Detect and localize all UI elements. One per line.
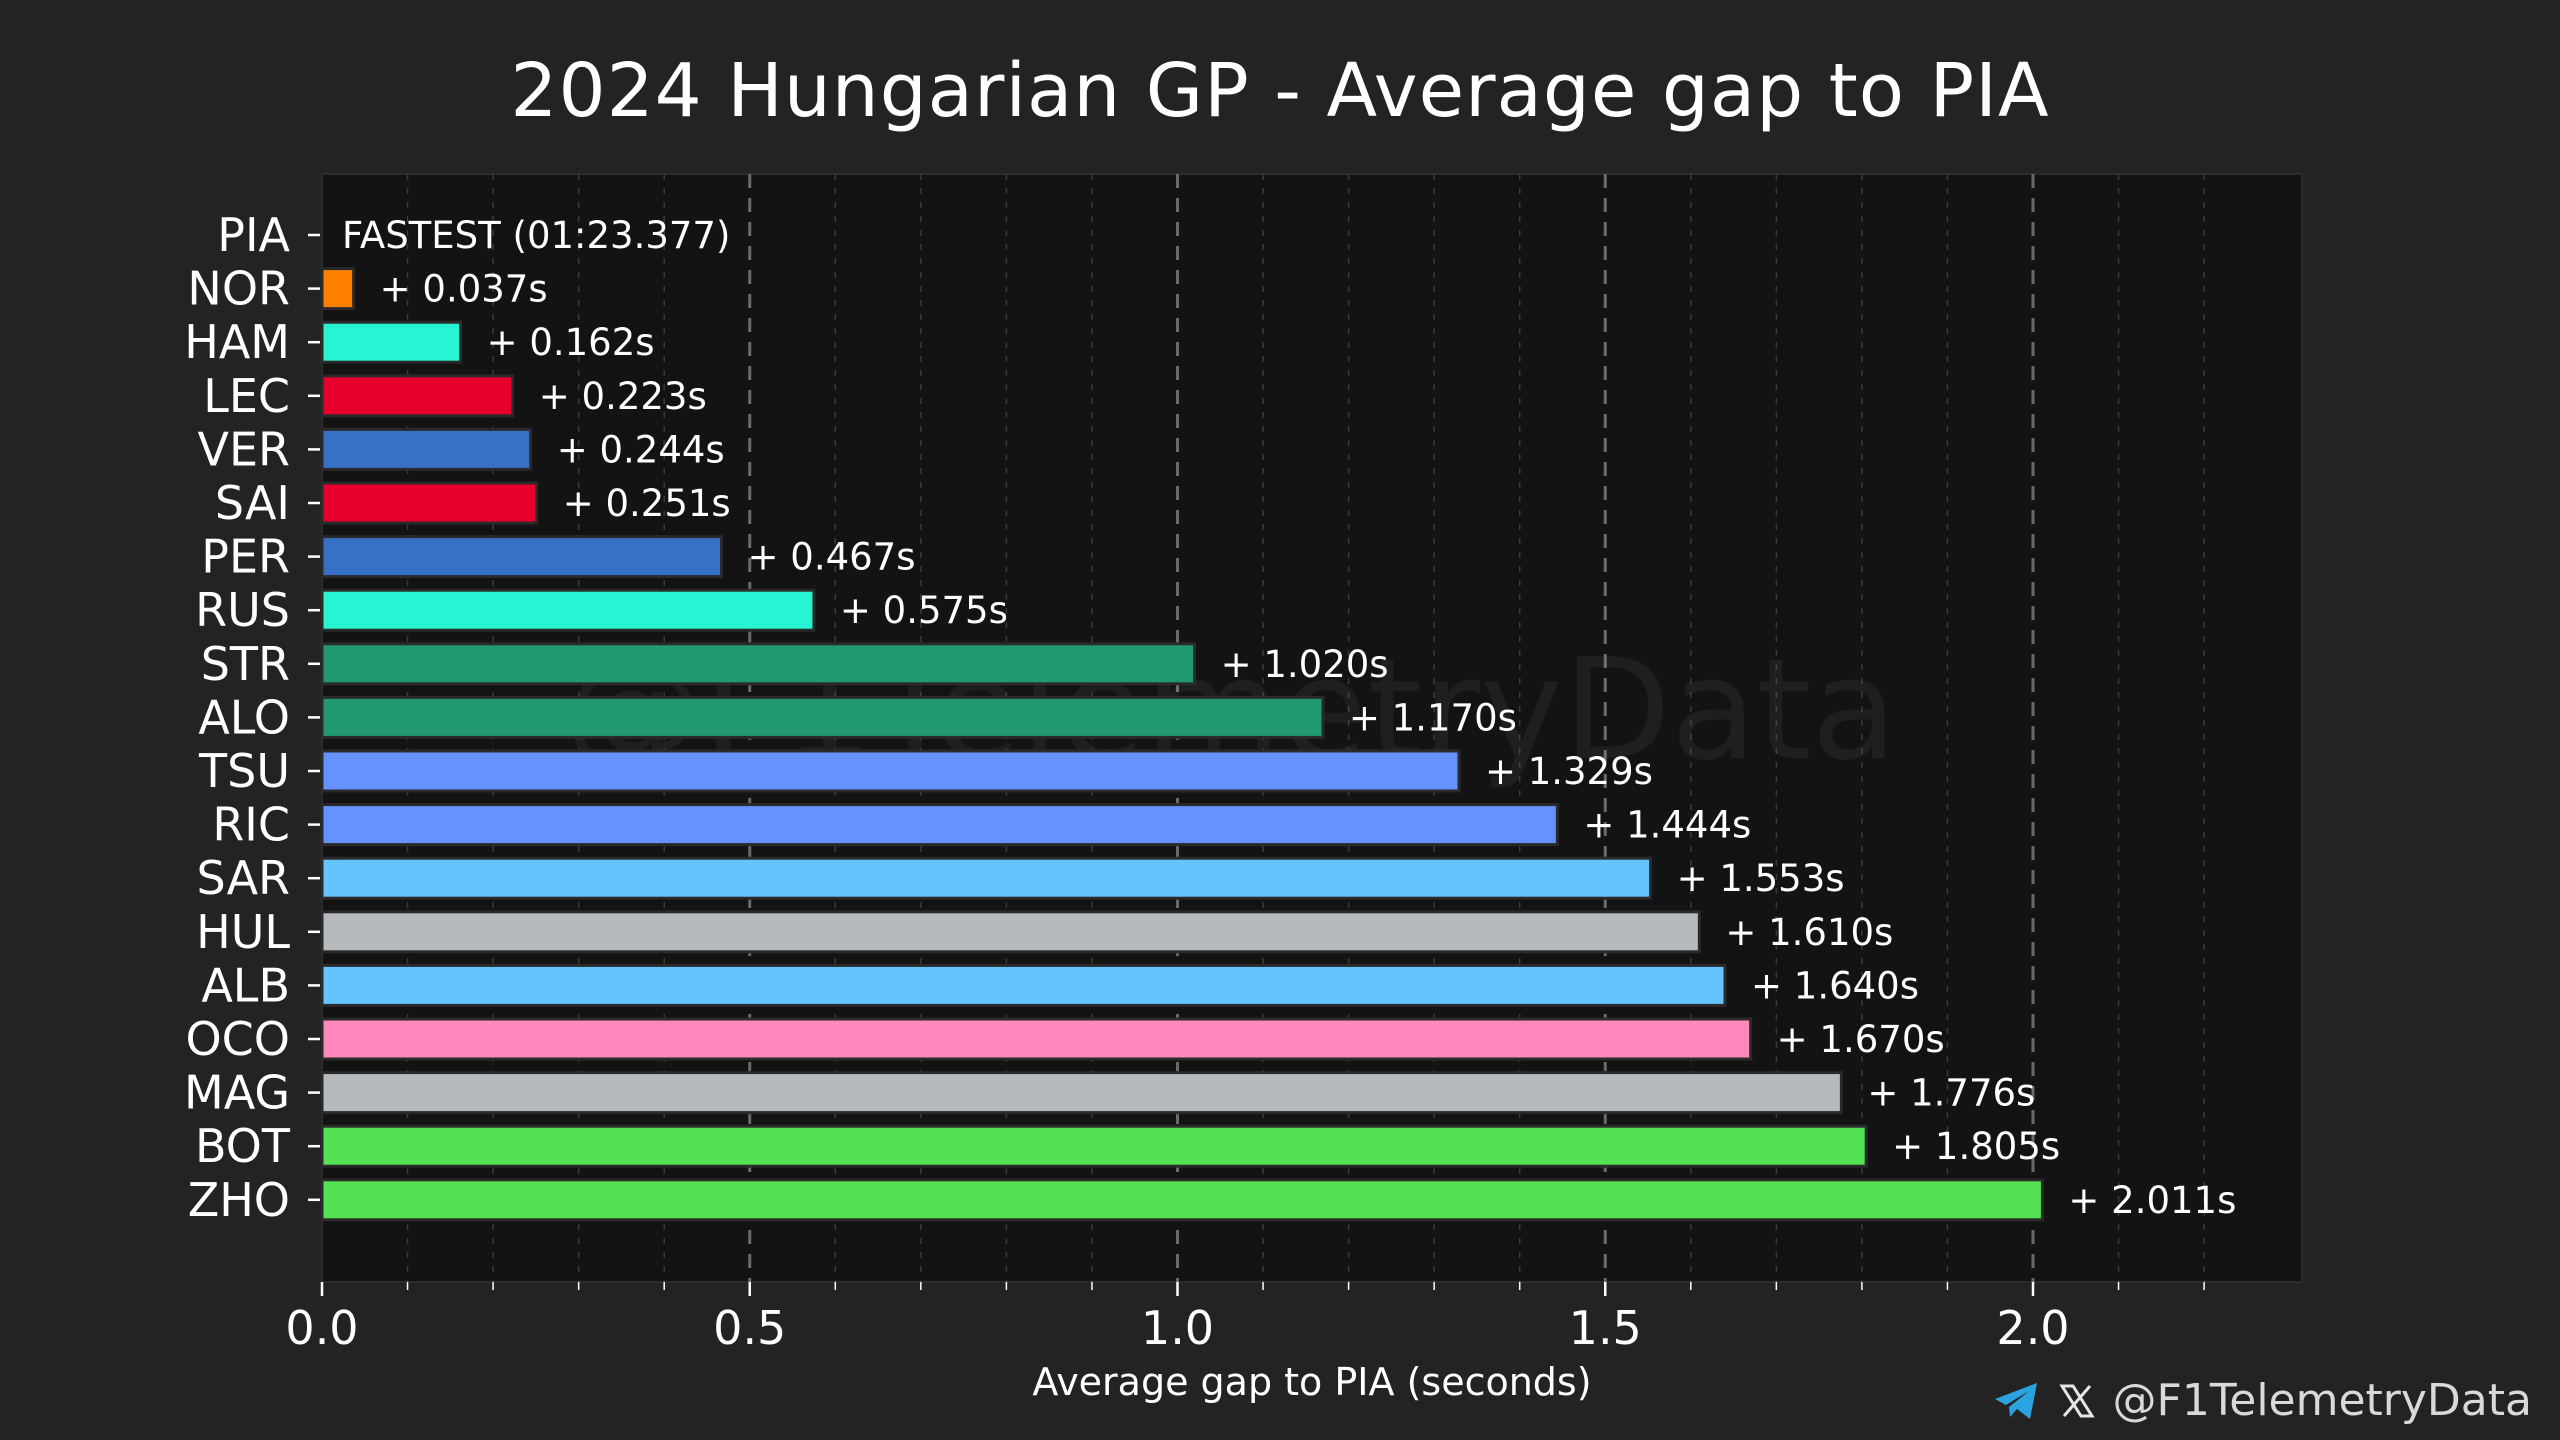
- data-label: + 0.037s: [380, 268, 548, 311]
- bar-bot: [320, 1124, 1868, 1168]
- data-label: + 2.011s: [2068, 1179, 2236, 1222]
- data-label: + 1.329s: [1485, 750, 1653, 793]
- bar-sai: [320, 481, 539, 525]
- y-tick-label: RIC: [212, 798, 290, 852]
- bar-alo: [320, 695, 1325, 739]
- y-tick-label: PIA: [217, 208, 290, 262]
- bar-per: [320, 535, 724, 579]
- x-tick-label: 2.0: [1996, 1301, 2069, 1355]
- data-label: + 1.170s: [1349, 696, 1517, 739]
- data-label: + 0.575s: [840, 589, 1008, 632]
- telegram-icon[interactable]: [1993, 1381, 2041, 1421]
- footer-credit: @F1TelemetryData: [1993, 1375, 2532, 1426]
- footer-handle[interactable]: @F1TelemetryData: [2112, 1375, 2532, 1426]
- data-label: + 0.162s: [487, 321, 655, 364]
- bar-lec: [320, 374, 515, 418]
- bar-sar: [320, 856, 1653, 900]
- y-tick-label: STR: [201, 637, 290, 691]
- data-label: + 1.610s: [1725, 911, 1893, 954]
- x-tick-label: 0.5: [713, 1301, 786, 1355]
- bar-rus: [320, 588, 816, 632]
- y-tick-label: OCO: [185, 1012, 290, 1066]
- bar-zho: [320, 1178, 2044, 1222]
- x-tick-label: 1.5: [1569, 1301, 1642, 1355]
- data-label: + 1.020s: [1221, 643, 1389, 686]
- y-tick-label: PER: [201, 530, 290, 584]
- data-label: + 0.467s: [748, 536, 916, 579]
- bar-ham: [320, 320, 463, 364]
- y-tick-label: ALO: [198, 690, 290, 744]
- data-label: + 1.670s: [1777, 1018, 1945, 1061]
- data-label: + 1.805s: [1892, 1125, 2060, 1168]
- x-axis-label: Average gap to PIA (seconds): [1032, 1360, 1592, 1404]
- chart-title: 2024 Hungarian GP - Average gap to PIA: [510, 48, 2050, 134]
- y-tick-label: MAG: [184, 1066, 290, 1120]
- y-tick-label: BOT: [195, 1119, 291, 1173]
- y-tick-label: ZHO: [188, 1173, 290, 1227]
- bar-mag: [320, 1071, 1843, 1115]
- x-icon[interactable]: [2058, 1383, 2095, 1419]
- y-tick-label: SAI: [215, 476, 290, 530]
- bar-nor: [320, 267, 356, 311]
- bar-hul: [320, 910, 1701, 954]
- y-tick-label: HAM: [184, 315, 290, 369]
- bar-alb: [320, 963, 1727, 1007]
- bar-ric: [320, 803, 1559, 847]
- y-tick-label: RUS: [195, 583, 290, 637]
- y-tick-label: TSU: [198, 744, 290, 798]
- bar-str: [320, 642, 1197, 686]
- y-tick-label: LEC: [203, 369, 290, 423]
- data-label: + 1.640s: [1751, 964, 1919, 1007]
- bar-ver: [320, 427, 533, 471]
- y-tick-label: VER: [198, 422, 291, 476]
- y-tick-label: NOR: [187, 262, 290, 316]
- x-tick-label: 1.0: [1141, 1301, 1214, 1355]
- y-tick-label: ALB: [201, 958, 290, 1012]
- data-label: + 0.251s: [563, 482, 731, 525]
- data-label: + 1.444s: [1583, 804, 1751, 847]
- data-label: + 0.223s: [539, 375, 707, 418]
- data-label: FASTEST (01:23.377): [342, 214, 730, 257]
- data-label: + 1.776s: [1867, 1072, 2035, 1115]
- y-tick-label: SAR: [197, 851, 290, 905]
- bar-oco: [320, 1017, 1753, 1061]
- bar-tsu: [320, 749, 1461, 793]
- y-tick-label: HUL: [196, 905, 290, 959]
- data-label: + 0.244s: [557, 428, 725, 471]
- data-label: + 1.553s: [1677, 857, 1845, 900]
- x-tick-label: 0.0: [285, 1301, 358, 1355]
